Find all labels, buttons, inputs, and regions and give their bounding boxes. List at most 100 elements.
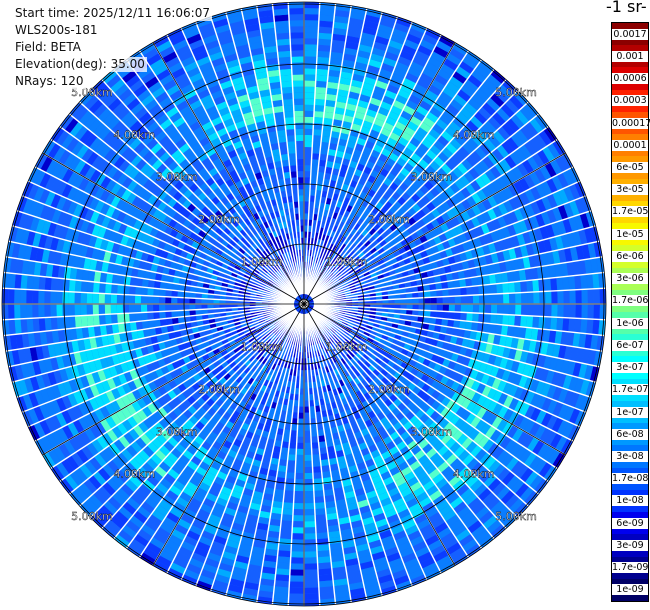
data-cell: [409, 61, 425, 73]
data-cell: [325, 242, 331, 249]
data-cell: [428, 128, 441, 140]
data-cell: [503, 304, 510, 315]
data-cell: [326, 87, 338, 96]
data-cell: [371, 239, 380, 247]
data-cell: [441, 240, 451, 250]
data-cell: [510, 234, 520, 248]
data-cell: [325, 93, 338, 102]
data-cell: [562, 218, 573, 234]
data-cell: [350, 287, 357, 292]
data-cell: [464, 249, 474, 261]
data-cell: [441, 341, 450, 351]
data-cell: [348, 91, 361, 100]
data-cell: [421, 153, 434, 165]
data-cell: [560, 359, 570, 375]
data-cell: [544, 316, 552, 330]
data-cell: [535, 213, 546, 228]
data-cell: [38, 304, 45, 318]
data-cell: [289, 575, 304, 582]
data-cell: [432, 268, 440, 277]
data-cell: [313, 117, 324, 124]
data-cell: [105, 314, 112, 325]
data-cell: [547, 142, 561, 159]
data-cell: [481, 332, 489, 343]
data-cell: [469, 227, 479, 240]
data-cell: [359, 264, 367, 271]
data-cell: [304, 92, 316, 99]
data-cell: [350, 79, 364, 89]
data-cell: [327, 148, 337, 157]
data-cell: [282, 502, 294, 510]
data-cell: [386, 45, 402, 56]
data-cell: [447, 237, 457, 248]
data-cell: [569, 346, 579, 362]
data-cell: [360, 151, 371, 161]
data-cell: [504, 99, 520, 114]
data-cell: [340, 279, 348, 285]
data-cell: [426, 330, 434, 339]
data-cell: [393, 22, 411, 34]
data-cell: [502, 186, 514, 200]
data-cell: [171, 304, 178, 311]
data-cell: [581, 348, 591, 365]
data-cell: [564, 345, 573, 361]
data-cell: [552, 206, 563, 222]
data-cell: [312, 460, 321, 467]
data-cell: [304, 213, 309, 220]
data-cell: [430, 51, 446, 64]
data-cell: [326, 271, 333, 278]
data-cell: [499, 335, 507, 347]
data-cell: [581, 243, 591, 260]
data-cell: [364, 224, 373, 233]
data-cell: [568, 275, 576, 291]
data-cell: [353, 230, 361, 239]
data-cell: [331, 237, 337, 245]
data-cell: [486, 220, 496, 233]
data-cell: [278, 538, 292, 546]
data-cell: [387, 110, 400, 121]
data-cell: [368, 268, 376, 275]
data-cell: [535, 198, 547, 214]
data-cell: [461, 260, 470, 271]
data-cell: [528, 255, 537, 269]
data-cell: [279, 532, 292, 540]
data-cell: [321, 190, 328, 198]
data-cell: [470, 69, 487, 84]
data-cell: [304, 551, 318, 558]
data-cell: [357, 225, 365, 234]
data-cell: [467, 258, 476, 269]
data-cell: [422, 277, 430, 286]
data-cell: [440, 163, 453, 175]
data-cell: [140, 304, 148, 313]
data-cell: [308, 213, 314, 220]
data-cell: [346, 240, 354, 248]
data-cell: [447, 343, 456, 353]
data-cell: [466, 295, 474, 304]
data-cell: [318, 14, 335, 22]
data-cell: [384, 89, 398, 100]
data-cell: [472, 285, 479, 296]
data-cell: [377, 247, 385, 255]
data-cell: [338, 265, 345, 272]
data-cell: [423, 180, 435, 191]
data-cell: [105, 283, 112, 294]
data-cell: [418, 297, 425, 304]
data-cell: [470, 133, 484, 147]
data-cell: [447, 280, 455, 289]
data-cell: [445, 247, 454, 258]
data-cell: [460, 84, 475, 98]
data-cell: [304, 183, 311, 190]
data-cell: [436, 68, 452, 82]
data-cell: [369, 247, 378, 255]
data-cell: [463, 329, 471, 340]
data-cell: [290, 557, 304, 564]
data-cell: [369, 97, 382, 107]
data-cell: [466, 195, 477, 208]
data-cell: [314, 496, 325, 503]
data-cell: [304, 177, 311, 184]
data-cell: [533, 291, 540, 304]
data-cell: [296, 448, 304, 455]
data-cell: [86, 281, 94, 293]
data-cell: [514, 246, 523, 259]
data-cell: [358, 44, 373, 54]
